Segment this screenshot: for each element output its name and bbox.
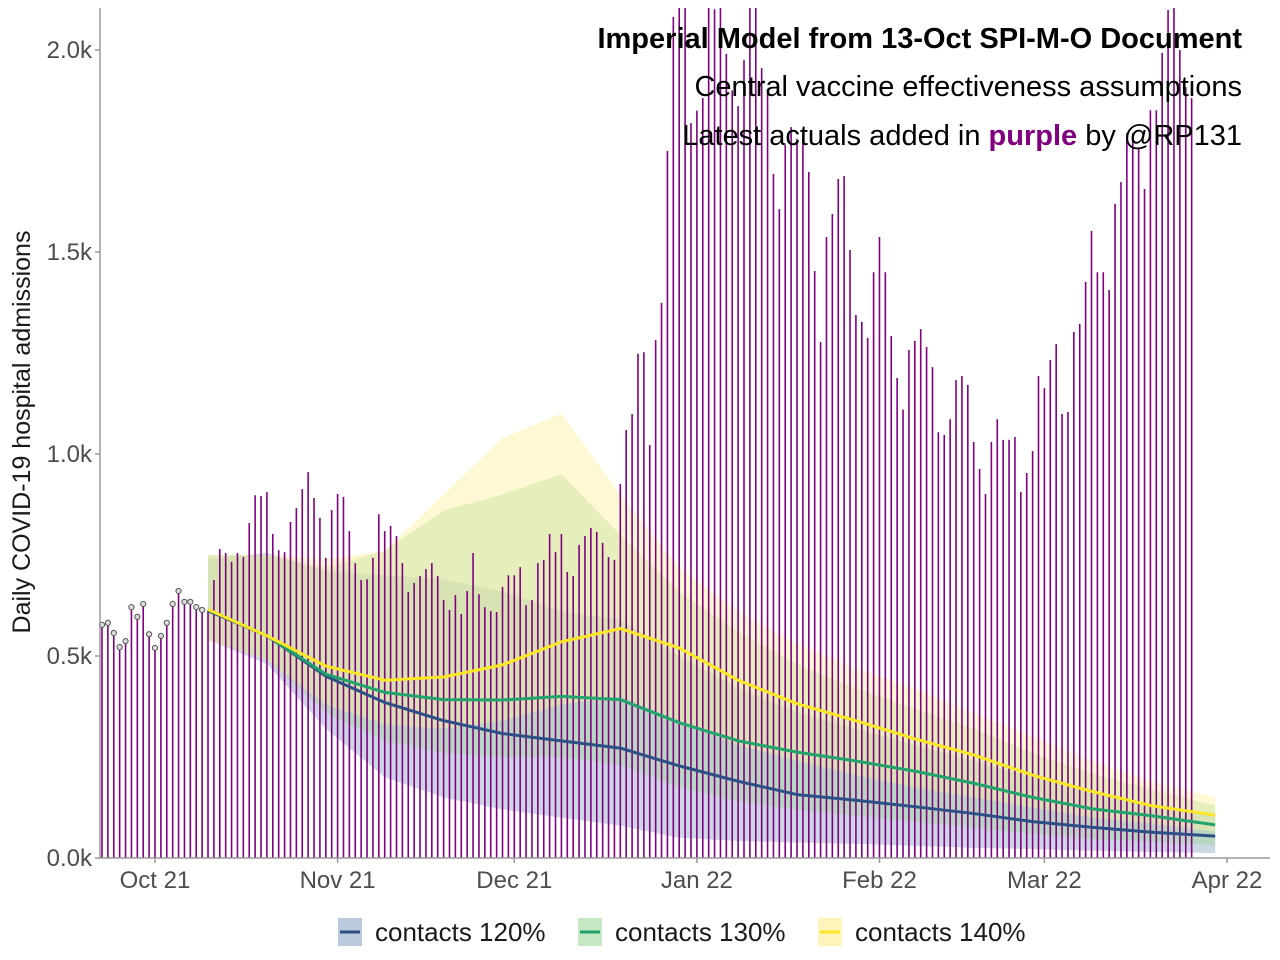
actual-point (122, 637, 129, 645)
y-axis-ticks: 0.0k 0.5k 1.0k 1.5k 2.0k (47, 37, 100, 872)
legend-label-130: contacts 130% (615, 917, 786, 947)
actual-point (199, 606, 206, 614)
actual-point (157, 632, 164, 639)
y-tick-label: 0.0k (47, 845, 93, 872)
x-tick-label: Oct 21 (120, 867, 191, 894)
legend: contacts 120% contacts 130% contacts 140… (338, 917, 1026, 947)
actual-point (134, 613, 141, 620)
actual-point (181, 598, 188, 605)
y-axis-title: Daily COVID-19 hospital admissions (8, 231, 36, 634)
legend-item-120[interactable]: contacts 120% (338, 917, 546, 947)
legend-item-140[interactable]: contacts 140% (818, 917, 1026, 947)
actual-point (104, 619, 111, 626)
chart-caption: Latest actuals added in purple by @RP131 (682, 120, 1242, 152)
actual-point (193, 604, 200, 611)
y-tick-label: 1.5k (47, 239, 93, 266)
actual-point (110, 629, 117, 637)
actual-point (187, 598, 194, 605)
actual-point (116, 644, 123, 651)
line-130 (207, 608, 1216, 827)
x-tick-label: Nov 21 (300, 867, 376, 894)
x-axis-ticks: Oct 21 Nov 21 Dec 21 Jan 22 Feb 22 Mar 22 Apr … (120, 858, 1263, 894)
actual-markers (98, 587, 206, 652)
ribbon-140 (208, 413, 1216, 832)
actual-point (175, 587, 182, 595)
caption-prefix: Latest actuals added in (682, 120, 988, 152)
actual-point (163, 619, 170, 626)
y-tick-label: 0.5k (47, 643, 93, 670)
model-lines (207, 608, 1216, 838)
ribbon-120 (208, 552, 1216, 854)
actual-point (146, 631, 153, 638)
legend-label-140: contacts 140% (855, 917, 1026, 947)
y-tick-label: 2.0k (47, 37, 93, 64)
chart-title: Imperial Model from 13-Oct SPI-M-O Docum… (597, 23, 1242, 55)
caption-highlight: purple (989, 120, 1078, 152)
x-tick-label: Jan 22 (661, 867, 733, 894)
x-tick-label: Feb 22 (842, 867, 917, 894)
caption-suffix: by @RP131 (1077, 120, 1242, 152)
actual-point (128, 604, 135, 611)
line-120 (207, 609, 1216, 838)
legend-label-120: contacts 120% (375, 917, 546, 947)
actual-bars (101, 7, 1193, 858)
line-140 (207, 608, 1216, 817)
legend-item-130[interactable]: contacts 130% (578, 917, 786, 947)
actual-point (151, 644, 159, 652)
chart-subtitle: Central vaccine effectiveness assumption… (694, 71, 1242, 103)
x-tick-label: Mar 22 (1007, 867, 1082, 894)
actual-point (140, 600, 147, 607)
x-tick-label: Apr 22 (1192, 867, 1263, 894)
y-tick-label: 1.0k (47, 441, 93, 468)
x-tick-label: Dec 21 (476, 867, 552, 894)
model-ribbons (208, 413, 1216, 854)
actual-point (169, 600, 176, 607)
